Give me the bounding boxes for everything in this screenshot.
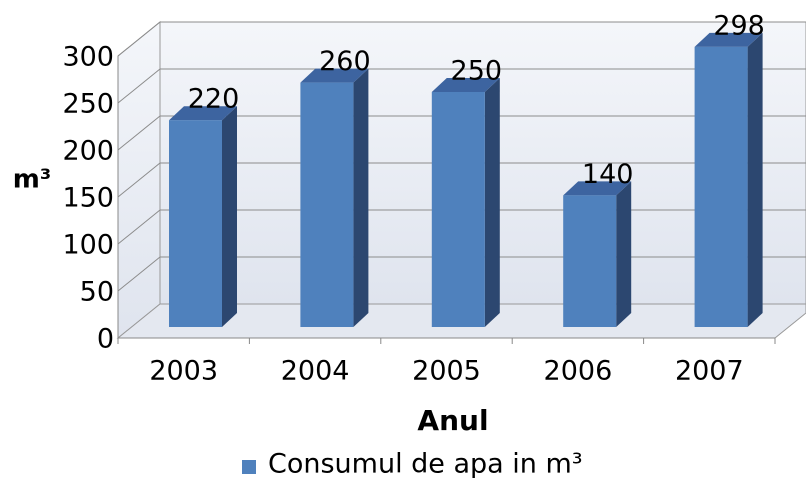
y-tick-label: 250 <box>62 89 114 120</box>
value-label: 250 <box>451 56 503 87</box>
x-axis-label: Anul <box>417 404 488 437</box>
value-label: 220 <box>188 84 240 115</box>
legend-swatch <box>242 460 256 474</box>
y-tick-label: 300 <box>62 42 114 73</box>
bar <box>169 120 222 327</box>
grid-line <box>117 162 806 198</box>
grid-line <box>117 115 806 151</box>
x-tick-label: 2003 <box>149 356 218 387</box>
bar-top <box>563 181 632 196</box>
y-tick-label: 200 <box>62 136 114 167</box>
y-tick-label: 150 <box>62 183 114 214</box>
y-axis-label: m³ <box>13 165 51 195</box>
y-tick-label: 100 <box>62 230 114 261</box>
value-label: 260 <box>319 46 371 77</box>
grid-line <box>117 68 806 104</box>
x-tick-label: 2007 <box>675 356 744 387</box>
y-tick-label: 0 <box>97 324 114 355</box>
bar <box>431 92 485 327</box>
value-label: 140 <box>582 159 634 190</box>
bar-side <box>747 32 763 327</box>
bar <box>694 46 748 327</box>
x-tick-label: 2006 <box>544 356 613 387</box>
bar-side <box>353 68 369 327</box>
bar-top <box>169 106 237 121</box>
bar <box>300 82 354 327</box>
bar-side <box>222 106 237 327</box>
grid-line <box>117 21 806 57</box>
y-tick-label: 50 <box>80 277 114 308</box>
x-tick-label: 2004 <box>281 356 350 387</box>
legend-label: Consumul de apa in m³ <box>268 449 583 480</box>
bar-top <box>431 78 500 92</box>
value-label: 298 <box>713 10 765 41</box>
bar-top <box>300 68 369 83</box>
bar-side <box>616 181 632 327</box>
bar-top <box>694 32 763 47</box>
bar <box>563 195 617 327</box>
x-tick-label: 2005 <box>412 356 481 387</box>
bar-side <box>484 78 500 327</box>
